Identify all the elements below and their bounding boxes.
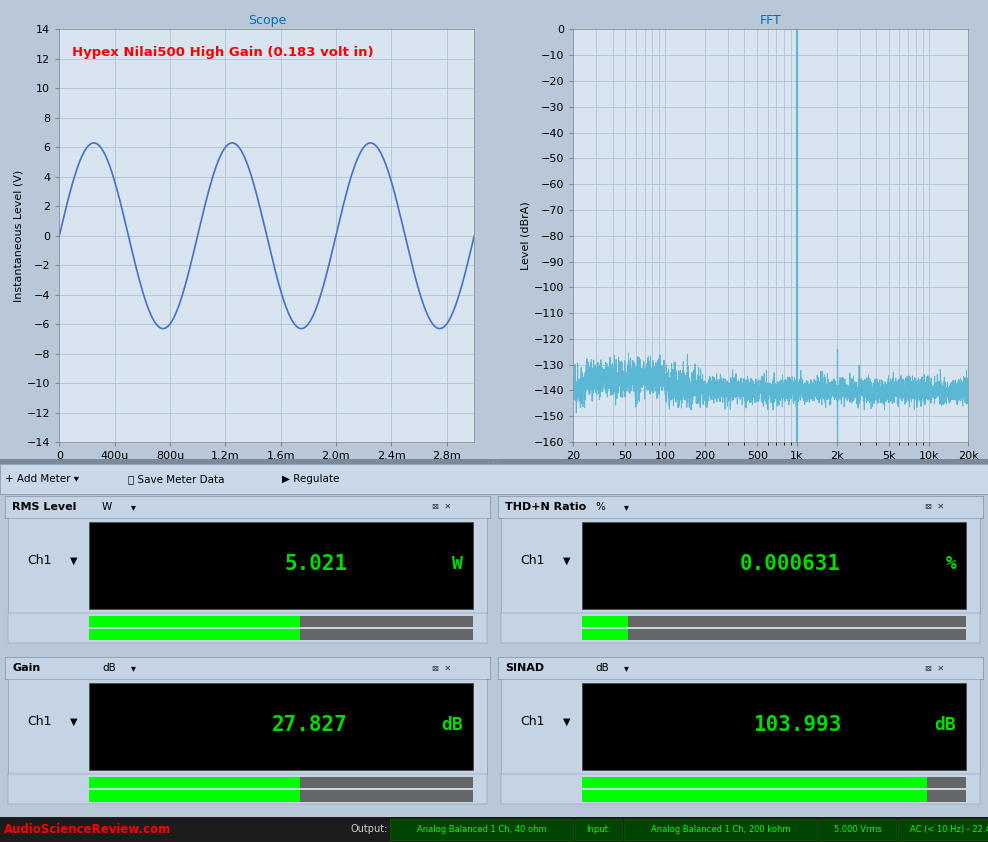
Text: Output:: Output: [351, 824, 388, 834]
Bar [89, 616, 300, 627]
FancyBboxPatch shape [624, 818, 817, 840]
Text: %: % [595, 502, 605, 512]
Text: ▾: ▾ [624, 663, 629, 674]
Text: ▼: ▼ [70, 717, 78, 727]
Bar [582, 629, 965, 641]
Text: ▾: ▾ [131, 502, 136, 512]
FancyBboxPatch shape [819, 818, 896, 840]
Text: dB: dB [935, 716, 956, 733]
Bar [89, 629, 300, 641]
Bar [89, 790, 300, 802]
Y-axis label: Level (dBrA): Level (dBrA) [521, 201, 531, 270]
Text: THD+N Ratio: THD+N Ratio [505, 502, 587, 512]
FancyBboxPatch shape [575, 818, 622, 840]
Text: 5.021: 5.021 [285, 553, 348, 573]
Bar [582, 790, 928, 802]
Bar [89, 777, 300, 788]
Bar [582, 522, 965, 609]
Bar [89, 790, 472, 802]
Title: Scope: Scope [248, 14, 286, 27]
Text: ⊠  ✕: ⊠ ✕ [925, 503, 945, 511]
Text: Ch1: Ch1 [27, 716, 51, 728]
Bar [582, 616, 628, 627]
Text: dB: dB [442, 716, 463, 733]
Text: dB: dB [102, 663, 116, 674]
Bar [582, 777, 928, 788]
Text: Gain: Gain [12, 663, 41, 674]
Text: Ch1: Ch1 [27, 554, 51, 568]
Bar [89, 629, 472, 641]
Bar [582, 790, 965, 802]
Bar [89, 777, 472, 788]
Title: FFT: FFT [760, 14, 782, 27]
Text: Ch1: Ch1 [520, 716, 544, 728]
Text: 💾 Save Meter Data: 💾 Save Meter Data [128, 474, 225, 484]
Text: Hypex Nilai500 High Gain (0.183 volt in): Hypex Nilai500 High Gain (0.183 volt in) [72, 46, 373, 59]
Text: W: W [102, 502, 113, 512]
Text: 5.000 Vrms: 5.000 Vrms [834, 825, 881, 834]
Bar [89, 616, 472, 627]
Bar [582, 777, 965, 788]
Text: Analog Balanced 1 Ch, 200 kohm: Analog Balanced 1 Ch, 200 kohm [651, 825, 790, 834]
Bar [582, 683, 965, 770]
Text: . . .: . . . [488, 458, 500, 465]
Text: Input:: Input: [587, 825, 611, 834]
Text: SINAD: SINAD [505, 663, 544, 674]
Y-axis label: Instantaneous Level (V): Instantaneous Level (V) [14, 169, 24, 302]
Bar [89, 522, 472, 609]
Text: 27.827: 27.827 [273, 715, 348, 735]
Text: RMS Level: RMS Level [12, 502, 77, 512]
FancyBboxPatch shape [898, 818, 988, 840]
Text: ⊠  ✕: ⊠ ✕ [432, 663, 452, 673]
Text: ▼: ▼ [70, 556, 78, 566]
Text: %: % [946, 555, 956, 573]
Text: ▾: ▾ [131, 663, 136, 674]
Text: ▼: ▼ [563, 556, 571, 566]
Text: ▶ Regulate: ▶ Regulate [282, 474, 339, 484]
Text: ⊠  ✕: ⊠ ✕ [432, 503, 452, 511]
Text: W: W [453, 555, 463, 573]
Bar [582, 616, 965, 627]
Text: 0.000631: 0.000631 [740, 553, 841, 573]
FancyBboxPatch shape [390, 818, 573, 840]
Text: ⊠  ✕: ⊠ ✕ [925, 663, 945, 673]
X-axis label: Time (s): Time (s) [244, 466, 289, 477]
Bar [89, 683, 472, 770]
X-axis label: Frequency (Hz): Frequency (Hz) [728, 466, 813, 477]
Text: AC (< 10 Hz) - 22.4 kHz: AC (< 10 Hz) - 22.4 kHz [910, 825, 988, 834]
Text: ▼: ▼ [563, 717, 571, 727]
Text: 103.993: 103.993 [753, 715, 841, 735]
Bar [582, 629, 628, 641]
Text: AudioScienceReview.com: AudioScienceReview.com [4, 823, 171, 836]
Text: Analog Balanced 1 Ch, 40 ohm: Analog Balanced 1 Ch, 40 ohm [417, 825, 546, 834]
Text: ▾: ▾ [624, 502, 629, 512]
Text: dB: dB [595, 663, 609, 674]
Text: + Add Meter ▾: + Add Meter ▾ [5, 474, 79, 484]
Text: Ch1: Ch1 [520, 554, 544, 568]
